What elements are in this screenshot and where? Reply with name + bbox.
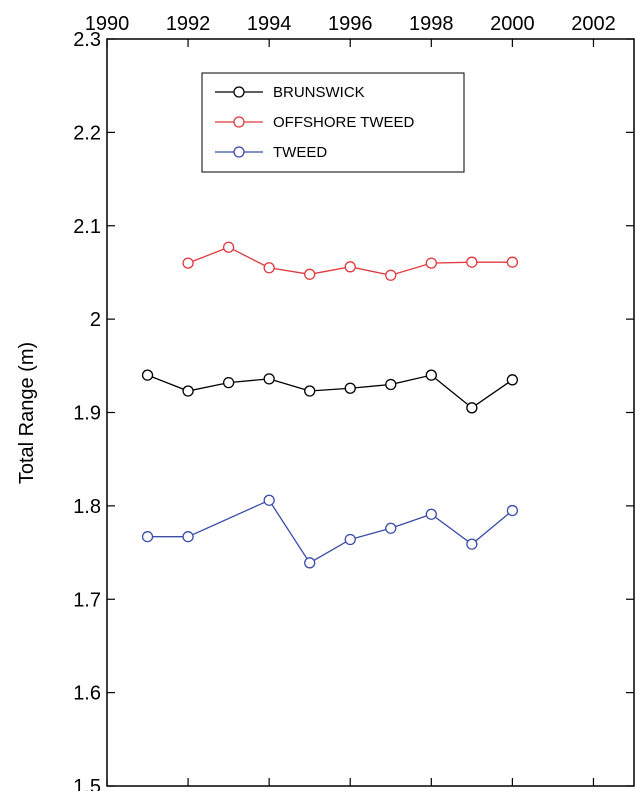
data-point [222, 376, 235, 389]
data-point [263, 262, 275, 274]
data-point [344, 382, 356, 394]
data-point [506, 256, 519, 268]
y-tick-label: 1.9 [73, 403, 101, 425]
x-axis-ticks: 1990 1992 1994 1996 1998 2000 2002 [85, 13, 616, 786]
y-tick-label: 1.7 [73, 589, 101, 611]
data-point [182, 257, 194, 269]
x-tick-label: 1998 [409, 13, 454, 35]
data-point [344, 261, 356, 273]
data-point [263, 494, 275, 506]
y-tick-label: 2.3 [73, 29, 101, 51]
data-point [344, 533, 356, 546]
y-axis-title: Total Range (m) [16, 342, 38, 484]
data-point [182, 531, 194, 543]
legend-marker [233, 86, 245, 98]
data-point [222, 241, 235, 253]
y-tick-label: 1.6 [73, 683, 101, 705]
legend: BRUNSWICK OFFSHORE TWEED TWEED [201, 72, 465, 173]
x-tick-label: 2000 [490, 13, 535, 35]
data-point [466, 538, 478, 550]
data-point [385, 522, 397, 534]
legend-marker [233, 116, 245, 128]
series-layer [141, 241, 519, 569]
y-tick-label: 1.8 [73, 496, 101, 518]
y-tick-label: 2 [90, 309, 101, 331]
data-point [182, 385, 194, 397]
data-point [304, 557, 316, 569]
y-tick-label: 2.2 [73, 122, 101, 144]
data-point [304, 385, 316, 397]
data-point [141, 531, 154, 543]
y-tick-label: 2.1 [73, 216, 101, 238]
x-tick-label: 2002 [571, 13, 616, 35]
data-point [506, 504, 519, 517]
data-point [425, 508, 437, 520]
data-point [466, 402, 478, 414]
data-point [425, 369, 437, 381]
data-point [141, 369, 154, 381]
x-tick-label: 1994 [247, 13, 292, 35]
data-point [304, 268, 316, 280]
data-point [385, 269, 397, 281]
legend-marker [233, 146, 245, 158]
legend-label: OFFSHORE TWEED [273, 114, 415, 131]
legend-label: BRUNSWICK [273, 84, 365, 101]
data-point [506, 374, 519, 386]
x-tick-label: 1990 [85, 13, 130, 35]
data-point [263, 373, 275, 385]
series-line [147, 374, 513, 409]
data-point [385, 378, 397, 391]
y-tick-label: 1.5 [73, 776, 101, 791]
y-axis-ticks: 1.5 1.6 1.7 1.8 1.9 2 2.1 2.2 2.3 [73, 29, 634, 791]
data-point [466, 256, 478, 268]
legend-label: TWEED [273, 144, 327, 161]
x-tick-label: 1996 [328, 13, 373, 35]
series-line [147, 499, 513, 564]
data-point [425, 257, 437, 269]
x-tick-label: 1992 [166, 13, 211, 35]
